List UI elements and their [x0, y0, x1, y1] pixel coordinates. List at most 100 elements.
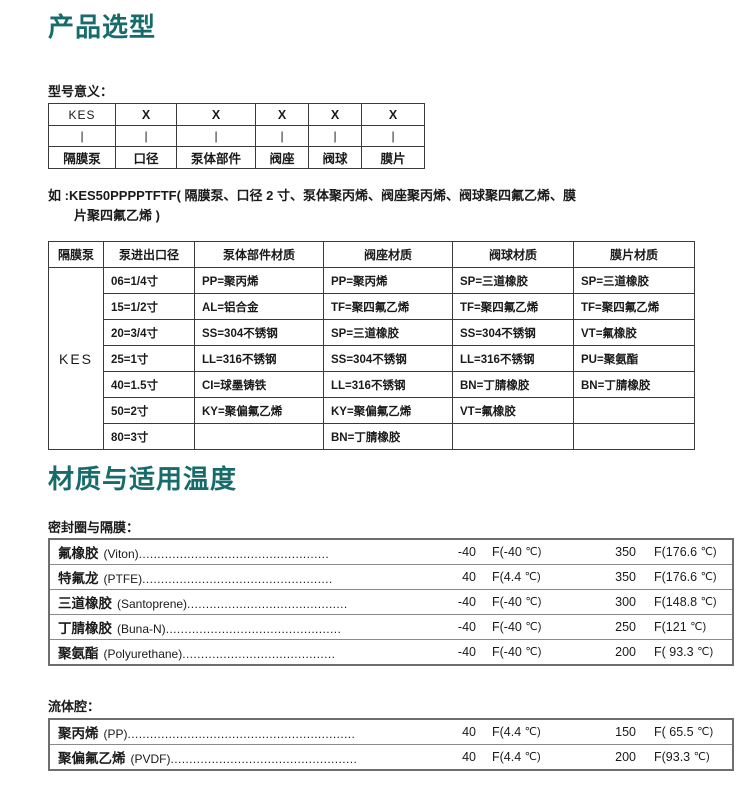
cell-diaphragm	[573, 423, 695, 450]
model-meaning-cell: 膜片	[361, 146, 425, 169]
high-temp-c-value: F( 93.3	[654, 645, 694, 659]
celsius-unit: ℃)	[697, 646, 714, 658]
cell-seat: SS=304不锈钢	[323, 345, 453, 372]
model-code-cell: X	[176, 103, 256, 126]
cell-high-temp-f: 200	[584, 639, 636, 665]
label-model-meaning: 型号意义：	[48, 84, 114, 99]
celsius-unit: ℃)	[525, 596, 542, 608]
material-name-cn: 三道橡胶	[58, 596, 112, 611]
material-name-cn: 聚丙烯	[58, 726, 99, 741]
model-example-line-2: 片聚四氟乙烯 )	[74, 208, 160, 223]
model-meaning-cell: 口径	[115, 146, 177, 169]
material-name-en: (Polyurethane)	[103, 647, 183, 661]
column-header-ball: 阀球材质	[452, 241, 574, 268]
connector-bar-icon: |	[308, 125, 362, 147]
cell-high-temp-f: 350	[584, 564, 636, 590]
table-row: 氟橡胶 (Viton)..............................…	[49, 539, 733, 565]
cell-low-temp-f: -40	[430, 614, 476, 640]
cell-ball: SP=三道橡胶	[452, 267, 574, 294]
high-temp-c-value: F(176.6	[654, 545, 698, 559]
high-temp-c-value: F(93.3	[654, 750, 691, 764]
celsius-unit: ℃)	[524, 751, 541, 763]
cell-material-name: 聚丙烯 (PP).................................…	[49, 719, 430, 745]
seal-diaphragm-temperature-table: 氟橡胶 (Viton)..............................…	[48, 538, 734, 666]
fluid-chamber-temperature-table: 聚丙烯 (PP).................................…	[48, 718, 734, 771]
table-row-model-meaning: 隔膜泵 口径 泵体部件 阀座 阀球 膜片	[48, 146, 425, 169]
cell-low-temp-c: F(-40 ℃)	[476, 539, 584, 565]
cell-low-temp-f: 40	[462, 725, 476, 739]
cell-high-temp-f: 150	[615, 725, 636, 739]
cell-bore: 06=1/4寸	[103, 267, 195, 294]
cell-high-temp-c: F(176.6 ℃)	[636, 539, 733, 565]
cell-material-name: 三道橡胶 (Santoprene)........................…	[49, 589, 430, 615]
cell-body: PP=聚丙烯	[194, 267, 324, 294]
table-row: 聚丙烯 (PP).................................…	[49, 719, 733, 745]
connector-bar-icon: |	[48, 125, 116, 147]
model-meaning-table: KES X X X X X | | | | | | 隔膜泵 口径 泵体部件 阀座…	[48, 103, 425, 169]
cell-low-temp-f: -40	[430, 589, 476, 615]
material-name-cn: 聚氨酯	[58, 646, 99, 661]
cell-seat: PP=聚丙烯	[323, 267, 453, 294]
high-temp-c-value: F(121	[654, 620, 687, 634]
low-temp-c-value: F(-40	[492, 545, 522, 559]
pump-code-cell: KES	[48, 267, 104, 450]
celsius-unit: ℃)	[700, 596, 717, 608]
material-name-en: (Buna-N)	[117, 622, 166, 636]
table-row: 80=3寸 BN=丁腈橡胶	[49, 423, 695, 450]
cell-low-temp-f: 40	[430, 744, 476, 770]
cell-low-temp-c: F(4.4 ℃)	[476, 744, 584, 770]
cell-ball: TF=聚四氟乙烯	[452, 293, 574, 320]
table-row: 25=1寸 LL=316不锈钢 SS=304不锈钢 LL=316不锈钢 PU=聚…	[49, 345, 695, 372]
leader-dots: ........................................…	[142, 572, 333, 586]
column-header-body: 泵体部件材质	[194, 241, 324, 268]
cell-low-temp-c: F(-40 ℃)	[476, 639, 584, 665]
cell-material-name: 聚偏氟乙烯 (PVDF).............................…	[49, 744, 430, 770]
table-row: 20=3/4寸 SS=304不锈钢 SP=三道橡胶 SS=304不锈钢 VT=氟…	[49, 319, 695, 346]
low-temp-c-value: F(-40	[492, 595, 522, 609]
model-example-text: 如 :KES50PPPPTFTF( 隔膜泵、口径 2 寸、泵体聚丙烯、阀座聚丙烯…	[48, 186, 708, 226]
cell-ball: BN=丁腈橡胶	[452, 371, 574, 398]
cell-material-name: 特氟龙 (PTFE)...............................…	[49, 564, 430, 590]
material-name-cn: 丁腈橡胶	[58, 621, 112, 636]
model-meaning-cell: 隔膜泵	[48, 146, 116, 169]
model-code-cell: X	[361, 103, 425, 126]
cell-bore: 20=3/4寸	[103, 319, 195, 346]
cell-high-temp-f: 250	[584, 614, 636, 640]
cell-diaphragm: VT=氟橡胶	[573, 319, 695, 346]
table-row: KES 06=1/4寸 PP=聚丙烯 PP=聚丙烯 SP=三道橡胶 SP=三道橡…	[48, 267, 695, 450]
celsius-unit: ℃)	[524, 726, 541, 738]
leader-dots: ........................................…	[182, 647, 336, 661]
cell-material-name: 聚氨酯 (Polyurethane).......................…	[49, 639, 430, 665]
cell-bore: 80=3寸	[103, 423, 195, 450]
cell-high-temp-c: F(121 ℃)	[636, 614, 733, 640]
low-temp-c-value: F(-40	[492, 645, 522, 659]
section-heading-material-temperature: 材质与适用温度	[48, 464, 238, 494]
model-meaning-cell: 阀座	[255, 146, 309, 169]
table-row: 三道橡胶 (Santoprene)........................…	[49, 589, 733, 615]
cell-high-temp-c: F( 65.5 ℃)	[636, 719, 733, 745]
cell-diaphragm: TF=聚四氟乙烯	[573, 293, 695, 320]
low-temp-c-value: F(4.4	[492, 725, 522, 739]
column-header-seat: 阀座材质	[323, 241, 453, 268]
leader-dots: ........................................…	[187, 597, 348, 611]
connector-bar-icon: |	[176, 125, 256, 147]
cell-high-temp-f: 200	[584, 744, 636, 770]
celsius-unit: ℃)	[700, 571, 717, 583]
cell-seat: KY=聚偏氟乙烯	[323, 397, 453, 424]
cell-bore: 25=1寸	[103, 345, 195, 372]
cell-diaphragm: PU=聚氨酯	[573, 345, 695, 372]
leader-dots: ........................................…	[170, 752, 358, 766]
high-temp-c-value: F( 65.5	[654, 725, 694, 739]
cell-low-temp-f: -40	[430, 639, 476, 665]
material-name-en: (Viton)	[103, 547, 139, 561]
low-temp-c-value: F(4.4	[492, 750, 522, 764]
cell-body: KY=聚偏氟乙烯	[194, 397, 324, 424]
cell-seat: LL=316不锈钢	[323, 371, 453, 398]
cell-ball: LL=316不锈钢	[452, 345, 574, 372]
celsius-unit: ℃)	[700, 546, 717, 558]
cell-seat: BN=丁腈橡胶	[323, 423, 453, 450]
material-name-cn: 特氟龙	[58, 571, 99, 586]
material-name-cn: 氟橡胶	[58, 546, 99, 561]
leader-dots: ........................................…	[127, 727, 356, 741]
